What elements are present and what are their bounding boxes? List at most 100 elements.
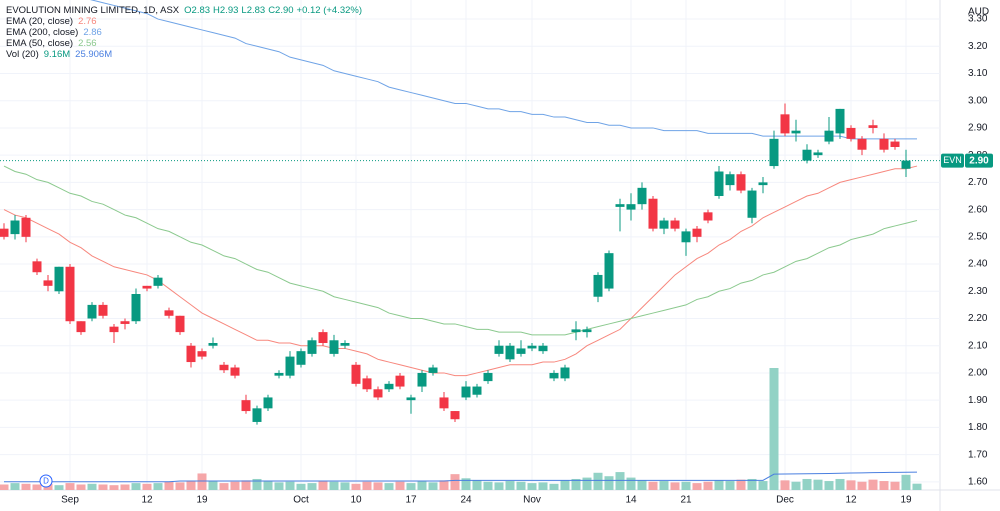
volume-bar [780, 480, 790, 490]
volume-bar [439, 480, 449, 490]
candle-body [131, 294, 141, 322]
candle-body [549, 372, 559, 379]
volume-bar [516, 481, 526, 490]
candle-body [263, 397, 273, 409]
legend: EVOLUTION MINING LIMITED, 1D, ASX O2.83 H2… [6, 5, 367, 60]
dividend-marker[interactable] [39, 474, 53, 488]
candle-body [285, 356, 295, 376]
candle-body [560, 367, 570, 379]
volume-bar [758, 481, 768, 490]
candle-body [98, 304, 108, 316]
volume-bar [307, 483, 317, 490]
candle-body [296, 351, 306, 365]
volume-bar [659, 481, 669, 490]
volume-bar [428, 482, 438, 490]
candle-body [747, 190, 757, 218]
y-tick-label: 2.30 [968, 286, 988, 297]
volume-bar [835, 478, 845, 490]
candle-body [351, 364, 361, 384]
candle-body [428, 367, 438, 373]
y-tick-label: 3.00 [968, 95, 988, 106]
volume-bar [912, 483, 922, 490]
volume-bar [736, 479, 746, 490]
candle-body [593, 274, 603, 297]
y-tick-label: 3.10 [968, 68, 988, 79]
candle-body [120, 321, 130, 324]
ohlc-low: L2.83 [241, 5, 266, 16]
volume-bar [10, 483, 20, 490]
candle-body [21, 217, 31, 237]
candle-body [252, 408, 262, 422]
candle-body [450, 411, 460, 420]
volume-bar [505, 481, 515, 490]
indicator-lines [0, 0, 940, 377]
volume-bar [560, 480, 570, 490]
y-tick-label: 2.60 [968, 204, 988, 215]
x-tick-label: Dec [776, 495, 794, 506]
x-tick-label: Sep [61, 495, 79, 506]
volume-bar [593, 472, 603, 490]
volume-bar [890, 481, 900, 490]
candle-body [901, 160, 911, 169]
y-tick-label: 2.70 [968, 177, 988, 188]
candle-body [670, 220, 680, 229]
y-tick-label: 2.90 [968, 123, 988, 134]
candle-body [758, 182, 768, 186]
volume-bar [648, 481, 658, 490]
volume-bar [582, 477, 592, 490]
legend-value: 2.56 [78, 38, 97, 49]
candle-body [175, 315, 185, 333]
candle-body [538, 345, 548, 352]
ema-line [3, 165, 918, 336]
candle-body [472, 386, 482, 395]
legend-value: 2.86 [83, 27, 102, 38]
candle-body [208, 343, 218, 346]
x-tick-label: Nov [523, 495, 541, 506]
candle-body [802, 149, 812, 161]
volume-bar [263, 481, 273, 490]
candle-body [813, 152, 823, 156]
volume-pane [0, 368, 922, 490]
x-tick-label: 10 [350, 495, 362, 506]
candle-body [692, 228, 702, 237]
candle-body [274, 372, 284, 376]
volume-bar [373, 482, 383, 490]
candle-body [362, 378, 372, 390]
candle-body [384, 383, 394, 390]
volume-bar [769, 368, 779, 490]
x-tick-label: 19 [900, 495, 912, 506]
candle-body [340, 343, 350, 346]
candle-body [373, 389, 383, 398]
y-tick-label: 1.90 [968, 395, 988, 406]
volume-ma-line [4, 471, 918, 483]
candle-body [230, 367, 240, 376]
candle-body [604, 253, 614, 289]
legend-row: EMA (200, close) 2.86 [6, 27, 367, 38]
price-tag [965, 153, 993, 168]
candle-body [461, 386, 471, 398]
volume-bar [417, 481, 427, 490]
volume-bar [0, 484, 9, 490]
volume-bar [461, 478, 471, 490]
dividend-label[interactable]: D [43, 477, 49, 486]
candle-body [780, 114, 790, 134]
volume-bar [54, 485, 64, 490]
volume-bar [318, 481, 328, 490]
candle-body [109, 326, 119, 333]
candle-body [516, 348, 526, 354]
volume-bar [252, 478, 262, 490]
volume-bar [197, 473, 207, 490]
candle-body [626, 204, 636, 210]
volume-bar [153, 483, 163, 490]
candle-body [142, 285, 152, 289]
volume-bar [868, 479, 878, 490]
volume-bar [329, 481, 339, 490]
candle-body [846, 127, 856, 139]
volume-bar [802, 478, 812, 490]
candle-body [164, 310, 174, 316]
candle-body [318, 332, 328, 343]
volume-bar [32, 484, 42, 490]
candle-body [868, 125, 878, 128]
volume-bar [813, 479, 823, 490]
x-tick-label: 12 [141, 495, 153, 506]
